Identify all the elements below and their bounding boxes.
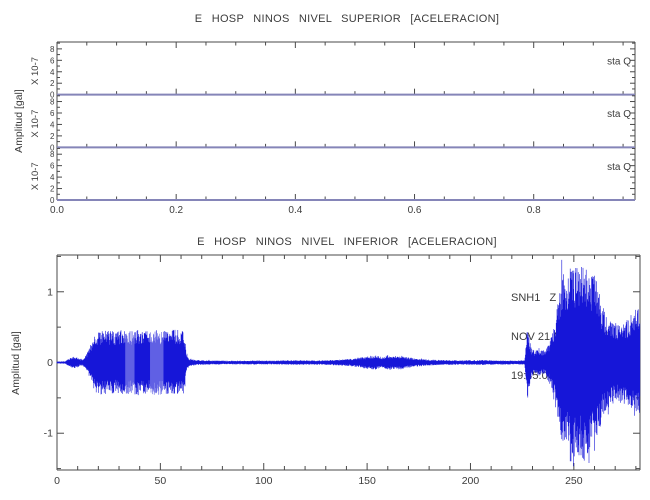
x-tick-label: 250 xyxy=(565,475,583,487)
y-tick-label: 0 xyxy=(50,91,55,100)
superior-y-axis-label: Amplitud [gal] xyxy=(13,89,25,153)
inferior-plot-area: 0 50 100 150 200 250 -1 0 1 xyxy=(44,254,641,487)
y-tick-label: 6 xyxy=(50,109,55,118)
y-tick-label: 2 xyxy=(50,79,55,88)
y-tick-label: 4 xyxy=(50,120,55,129)
x-tick-label: 100 xyxy=(255,475,273,487)
y-tick-label: 8 xyxy=(50,150,55,159)
x-tick-label: 0.8 xyxy=(527,205,541,216)
trace-light-band xyxy=(125,329,135,396)
x-tick-label: 0.6 xyxy=(408,205,422,216)
station-quality-label: sta Q xyxy=(607,56,631,67)
figure-inferior: E HOSP NINOS NIVEL INFERIOR [ACELERACION… xyxy=(0,230,650,500)
y-tick-label: 1 xyxy=(47,286,53,298)
seismogram-trace xyxy=(56,259,641,467)
y-tick-label: 0 xyxy=(50,143,55,152)
station-quality-label: sta Q xyxy=(607,109,631,120)
y-unit-label: X 10-7 xyxy=(30,162,41,190)
y-tick-label: -1 xyxy=(44,428,53,440)
inferior-y-axis-label: Amplitud [gal] xyxy=(10,331,22,395)
y-tick-label: 2 xyxy=(50,132,55,141)
y-tick-label: 0 xyxy=(50,196,55,205)
y-tick-label: 6 xyxy=(50,56,55,65)
x-tick-label: 0.0 xyxy=(50,205,64,216)
inferior-title: E HOSP NINOS NIVEL INFERIOR [ACELERACION… xyxy=(197,236,497,248)
y-tick-label: 8 xyxy=(50,45,55,54)
y-tick-label: 0 xyxy=(47,357,53,369)
y-tick-label: 2 xyxy=(50,185,55,194)
x-tick-label: 0.4 xyxy=(288,205,302,216)
y-tick-label: 4 xyxy=(50,173,55,182)
x-tick-label: 0.2 xyxy=(169,205,183,216)
trace-light-band xyxy=(150,329,164,396)
y-tick-label: 4 xyxy=(50,68,55,77)
y-unit-label: X 10-7 xyxy=(30,57,41,85)
y-tick-label: 6 xyxy=(50,162,55,171)
x-tick-label: 200 xyxy=(462,475,480,487)
x-tick-label: 150 xyxy=(358,475,376,487)
x-tick-label: 50 xyxy=(155,475,167,487)
y-tick-label: 8 xyxy=(50,98,55,107)
y-unit-label: X 10-7 xyxy=(30,110,41,138)
superior-plot-area: 0.0 0.2 0.4 0.6 0.8 0 2 4 6 8 X 10-7 sta Q 0 2 4 6 8 X 10… xyxy=(30,41,636,216)
figure-superior: E HOSP NINOS NIVEL SUPERIOR [ACELERACION… xyxy=(0,0,650,230)
station-quality-label: sta Q xyxy=(607,162,631,173)
x-tick-label: 0 xyxy=(54,475,60,487)
station-code: SNH1 Z xyxy=(511,292,557,304)
superior-title: E HOSP NINOS NIVEL SUPERIOR [ACELERACION… xyxy=(194,13,500,25)
